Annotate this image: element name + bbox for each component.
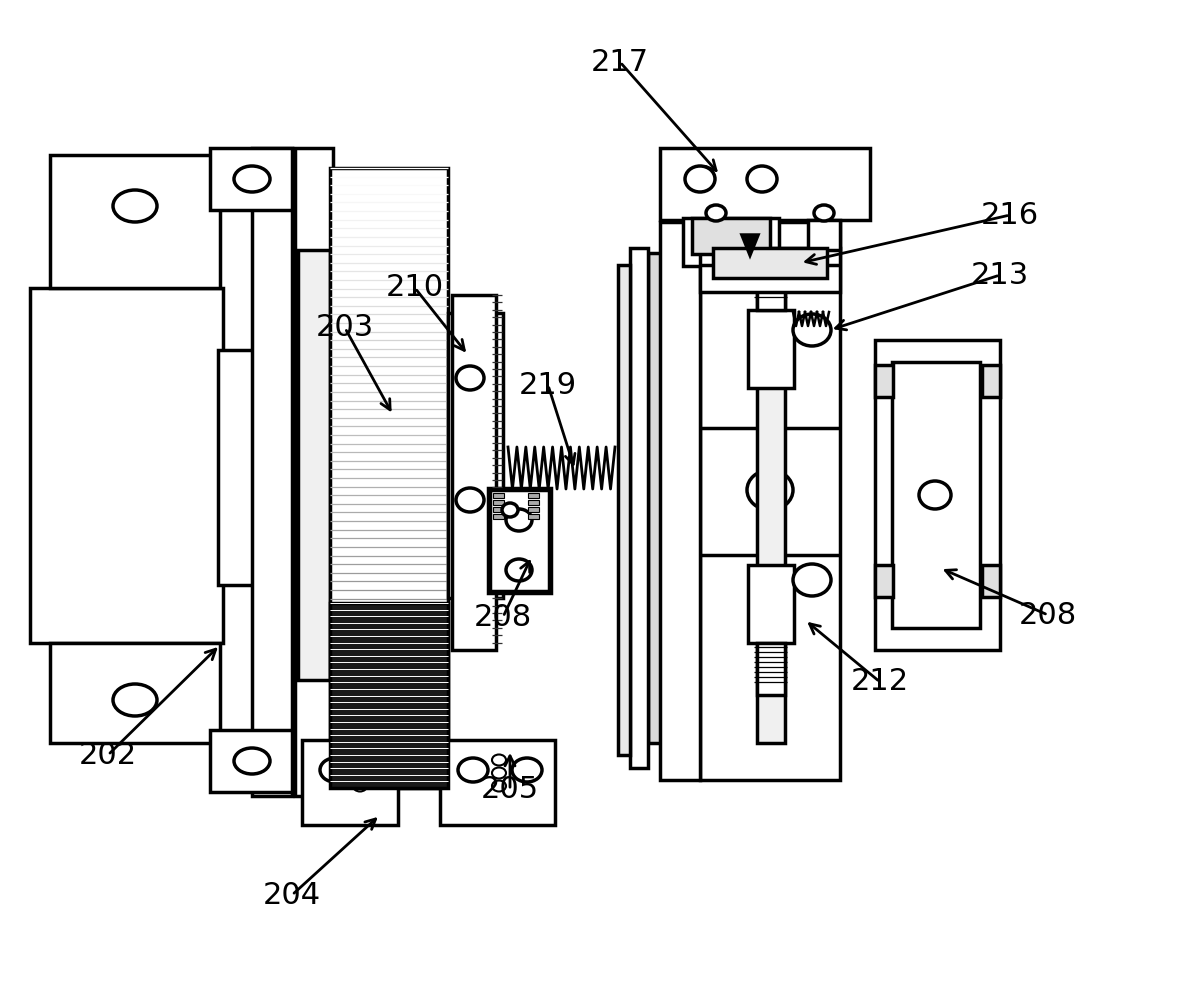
Bar [982,365,1000,397]
Ellipse shape [502,503,518,517]
Bar [494,493,504,498]
Ellipse shape [507,559,532,581]
Ellipse shape [492,768,507,779]
Bar [648,253,662,743]
Ellipse shape [747,166,777,192]
Ellipse shape [320,758,350,782]
Ellipse shape [234,166,270,192]
Bar [683,218,779,266]
Bar [528,507,540,512]
Bar [494,500,504,505]
Bar [757,258,785,310]
Bar [441,740,555,825]
Bar [660,222,700,780]
Ellipse shape [234,748,270,774]
Ellipse shape [492,781,507,791]
Ellipse shape [793,314,830,346]
Bar [294,148,333,796]
Ellipse shape [113,684,157,716]
Bar [757,643,785,695]
Bar [330,603,448,788]
Text: 204: 204 [263,881,322,909]
Bar [488,488,551,593]
Text: 216: 216 [981,200,1039,230]
Bar [748,310,794,388]
Text: 213: 213 [971,260,1030,290]
Bar [875,365,893,397]
Bar [210,148,292,210]
Bar [660,148,871,220]
Bar [691,218,770,254]
Text: 208: 208 [1019,601,1077,629]
Ellipse shape [113,190,157,222]
Bar [892,362,980,628]
Ellipse shape [353,754,368,766]
Text: 212: 212 [851,668,909,696]
Ellipse shape [512,758,542,782]
Bar [528,500,540,505]
Bar [748,565,794,643]
Ellipse shape [353,768,368,779]
Ellipse shape [456,488,484,512]
Bar [700,222,840,780]
Bar [448,313,503,598]
Text: 217: 217 [591,47,649,77]
Bar [528,493,540,498]
Ellipse shape [458,758,488,782]
Bar [982,565,1000,597]
Ellipse shape [814,205,834,221]
Text: 208: 208 [474,603,532,631]
Text: 202: 202 [79,740,137,770]
Bar [700,248,840,292]
Ellipse shape [684,166,715,192]
Bar [252,148,292,796]
Bar [757,253,785,743]
Text: 205: 205 [481,776,540,804]
Ellipse shape [747,470,793,510]
Ellipse shape [353,781,368,791]
Ellipse shape [919,481,951,509]
Bar [490,490,549,591]
Bar [298,250,330,680]
Ellipse shape [507,509,532,531]
Bar [302,740,398,825]
Text: 210: 210 [386,274,444,302]
Ellipse shape [793,564,830,596]
Bar [494,514,504,519]
Bar [630,248,648,768]
Bar [218,350,254,585]
Polygon shape [742,235,757,255]
Bar [528,514,540,519]
Ellipse shape [492,754,507,766]
Bar [700,220,732,250]
Bar [29,288,223,643]
Bar [875,565,893,597]
Bar [452,295,496,650]
Bar [808,220,840,250]
Bar [330,168,448,788]
Bar [618,265,630,755]
Bar [210,730,292,792]
Ellipse shape [706,205,726,221]
Text: 219: 219 [519,370,577,400]
Bar [494,507,504,512]
Bar [49,643,220,743]
Ellipse shape [456,366,484,390]
Text: 203: 203 [316,313,375,343]
Bar [49,155,220,288]
Bar [875,340,1000,650]
Bar [713,248,827,278]
